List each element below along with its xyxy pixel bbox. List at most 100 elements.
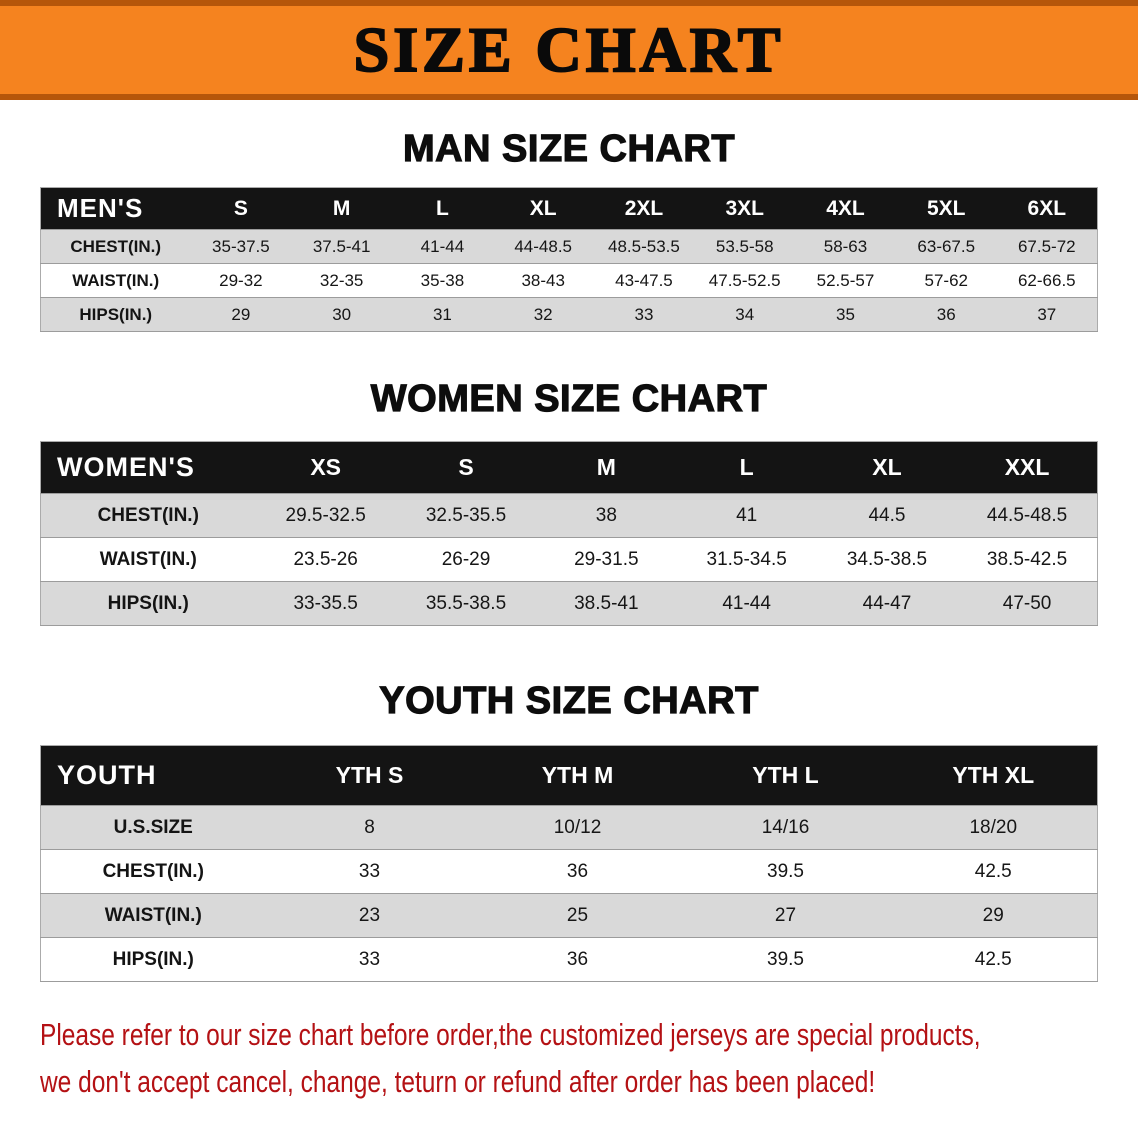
measurement-label: HIPS(IN.) (79, 304, 153, 324)
size-column-header: YTH S (265, 745, 474, 806)
order-disclaimer: Please refer to our size chart before or… (40, 1012, 1138, 1105)
size-column-header: M (291, 187, 393, 230)
measurement-value: 33 (358, 948, 381, 970)
measurement-label: HIPS(IN.) (107, 592, 189, 614)
size-column-header: S (395, 441, 537, 494)
measurement-value: 58-63 (823, 236, 868, 256)
measurement-value: 44-48.5 (514, 236, 573, 256)
size-column-header: L (676, 441, 817, 494)
measurement-value: 14/16 (761, 816, 810, 838)
measurement-value: 31 (432, 304, 452, 324)
measurement-row: WAIST(IN.) 23 25 27 29 (40, 893, 1098, 938)
measurement-value: 42.5 (974, 860, 1012, 882)
measurement-row: CHEST(IN.) 35-37.5 37.5-41 41-44 44-48.5 48.5… (40, 229, 1098, 264)
measurement-label: CHEST(IN.) (70, 236, 162, 256)
measurement-row: CHEST(IN.) 29.5-32.5 32.5-35.5 38 41 44.5 44.5… (40, 493, 1098, 538)
measurement-value: 41-44 (420, 236, 465, 256)
measurement-value: 38.5-41 (574, 592, 639, 614)
measurement-value: 41-44 (722, 592, 771, 614)
size-column-header: 3XL (694, 187, 796, 230)
size-header-row: YOUTH YTH S YTH M YTH L YTH XL (40, 745, 1098, 806)
measurement-value: 36 (566, 860, 589, 882)
size-column-header: L (392, 187, 493, 230)
size-column-header: XL (816, 441, 958, 494)
measurement-row: HIPS(IN.) 33 36 39.5 42.5 (40, 937, 1098, 982)
size-column-header: YTH XL (889, 745, 1098, 806)
measurement-value: 41 (736, 504, 758, 526)
measurement-value: 33-35.5 (293, 592, 358, 614)
youth-section-heading: YOUTH SIZE CHART (379, 679, 759, 722)
measurement-value: 53.5-58 (715, 236, 774, 256)
measurement-value: 39.5 (767, 860, 804, 882)
measurement-label: CHEST(IN.) (97, 504, 199, 526)
measurement-value: 37.5-41 (312, 236, 371, 256)
measurement-value: 37 (1037, 304, 1057, 324)
measurement-label: WAIST(IN.) (99, 548, 197, 570)
size-chart-banner: SIZE CHART (0, 0, 1138, 100)
table-corner-label: YOUTH (40, 745, 266, 806)
measurement-value: 10/12 (553, 816, 602, 838)
measurement-value: 36 (566, 948, 589, 970)
measurement-value: 63-67.5 (917, 236, 976, 256)
measurement-value: 33 (358, 860, 381, 882)
measurement-value: 48.5-53.5 (608, 236, 680, 256)
measurement-value: 18/20 (969, 816, 1018, 838)
measurement-value: 35 (836, 304, 855, 324)
measurement-value: 43-47.5 (615, 270, 673, 290)
measurement-row: HIPS(IN.) 29 30 31 32 33 34 35 36 37 (40, 297, 1098, 332)
measurement-label: WAIST(IN.) (72, 270, 160, 290)
table-corner-label: WOMEN'S (40, 441, 256, 494)
measurement-value: 38.5-42.5 (986, 548, 1068, 570)
measurement-value: 44-47 (862, 592, 912, 614)
youth-size-section: YOUTH SIZE CHART YOUTH YTH S YTH M YTH L YTH… (0, 679, 1138, 982)
measurement-row: WAIST(IN.) 23.5-26 26-29 29-31.5 31.5-34.5 34… (40, 537, 1098, 582)
measurement-value: 29.5-32.5 (285, 504, 366, 526)
measurement-row: WAIST(IN.) 29-32 32-35 35-38 38-43 43-47.5 47.… (40, 263, 1098, 298)
measurement-value: 29-31.5 (574, 548, 639, 570)
size-column-header: YTH M (473, 745, 682, 806)
size-column-header: XL (492, 187, 594, 230)
measurement-value: 8 (364, 816, 375, 838)
measurement-value: 34 (735, 304, 755, 324)
size-column-header: 5XL (895, 187, 997, 230)
page-title: SIZE CHART (353, 14, 785, 85)
measurement-row: HIPS(IN.) 33-35.5 35.5-38.5 38.5-41 41-44 44-… (40, 581, 1098, 626)
measurement-label: CHEST(IN.) (102, 860, 204, 882)
measurement-value: 35.5-38.5 (425, 592, 507, 614)
measurement-value: 29 (982, 904, 1004, 926)
women-size-section: WOMEN SIZE CHART WOMEN'S XS S M L XL XXL CHEST(… (0, 377, 1138, 626)
measurement-label: WAIST(IN.) (104, 904, 202, 926)
man-size-table: MEN'S S M L XL 2XL 3XL 4XL 5XL 6XL CHEST(IN.) 35-37… (40, 187, 1098, 332)
size-column-header: 2XL (593, 187, 695, 230)
measurement-row: U.S.SIZE 8 10/12 14/16 18/20 (40, 805, 1098, 850)
measurement-row: CHEST(IN.) 33 36 39.5 42.5 (40, 849, 1098, 894)
measurement-value: 29-32 (219, 270, 263, 290)
measurement-value: 62-66.5 (1017, 270, 1076, 290)
man-section-heading: MAN SIZE CHART (402, 127, 736, 170)
table-corner-label: MEN'S (40, 187, 191, 230)
disclaimer-line-1: Please refer to our size chart before or… (40, 1017, 981, 1052)
size-header-row: MEN'S S M L XL 2XL 3XL 4XL 5XL 6XL (40, 187, 1098, 230)
measurement-value: 35-38 (420, 270, 465, 290)
man-size-section: MAN SIZE CHART MEN'S S M L XL 2XL 3XL 4XL 5XL 6XL… (0, 127, 1138, 332)
measurement-value: 52.5-57 (816, 270, 875, 290)
measurement-value: 26-29 (441, 548, 491, 570)
size-column-header: YTH L (681, 745, 890, 806)
measurement-value: 44.5-48.5 (986, 504, 1068, 526)
measurement-value: 32 (533, 304, 553, 324)
measurement-value: 38-43 (521, 270, 565, 290)
measurement-value: 32.5-35.5 (425, 504, 507, 526)
size-column-header: S (190, 187, 292, 230)
measurement-value: 67.5-72 (1017, 236, 1076, 256)
size-column-header: 6XL (996, 187, 1098, 230)
size-column-header: 4XL (795, 187, 896, 230)
measurement-value: 39.5 (767, 948, 804, 970)
measurement-value: 23 (358, 904, 381, 926)
measurement-value: 38 (595, 504, 617, 526)
size-column-header: M (536, 441, 677, 494)
measurement-label: U.S.SIZE (113, 816, 193, 838)
size-column-header: XS (255, 441, 396, 494)
measurement-value: 42.5 (974, 948, 1012, 970)
measurement-value: 44.5 (868, 504, 906, 526)
measurement-value: 47-50 (1002, 592, 1052, 614)
